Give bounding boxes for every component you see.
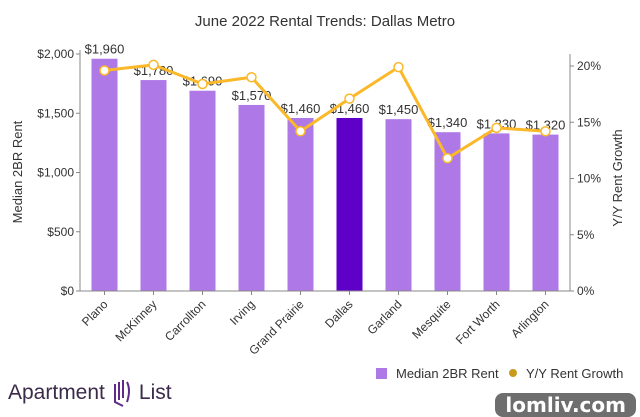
watermark: lomliv.com: [495, 393, 636, 417]
x-tick-label: Arlington: [508, 297, 551, 340]
growth-point-mckinney: [148, 59, 159, 71]
y-tick-label: $2,000: [37, 47, 74, 61]
x-tick-label: Dallas: [322, 297, 355, 330]
bar-plano: [91, 58, 118, 291]
y-tick-label: $500: [47, 225, 74, 239]
bar-data-label: $1,320: [526, 118, 566, 133]
y2-axis-label: Y/Y Rent Growth: [610, 129, 625, 226]
x-tick-label: Mesquite: [409, 297, 454, 342]
growth-point-irving: [246, 72, 257, 83]
legend: Median 2BR Rent Y/Y Rent Growth: [376, 366, 623, 381]
x-tick-label: Plano: [79, 297, 111, 329]
bar-data-label: $1,460: [281, 101, 321, 116]
chart-title: June 2022 Rental Trends: Dallas Metro: [195, 13, 455, 30]
bar-data-label: $1,960: [85, 42, 125, 57]
bar-dallas: [336, 117, 363, 292]
growth-point-carrollton: [197, 78, 208, 90]
growth-point-mesquite: [442, 153, 453, 164]
x-tick-label: Irving: [227, 297, 258, 328]
legend-label-growth: Y/Y Rent Growth: [526, 366, 623, 381]
bar-garland: [385, 119, 412, 291]
logo-text-left: Apartment: [8, 381, 105, 404]
y2-tick-label: 10%: [577, 172, 601, 186]
apartment-list-logo: Apartment List: [8, 378, 172, 408]
y-tick-label: $1,000: [37, 166, 74, 180]
bar-fort-worth: [483, 133, 510, 291]
growth-line: [104, 63, 546, 161]
logo-text-right: List: [138, 381, 172, 404]
growth-point-garland: [393, 61, 404, 73]
y2-tick-label: 5%: [577, 228, 595, 242]
y2-tick-label: 0%: [577, 284, 595, 298]
bar-arlington: [532, 134, 559, 291]
bar-data-label: $1,450: [379, 102, 419, 117]
y-axis-label: Median 2BR Rent: [10, 120, 25, 223]
legend-label-rent: Median 2BR Rent: [396, 366, 499, 381]
bar-irving: [238, 104, 265, 291]
bar-mckinney: [140, 80, 167, 291]
logo-mark-icon: [113, 380, 130, 407]
growth-point-grand-prairie: [295, 126, 306, 137]
y2-tick-label: 20%: [577, 59, 601, 73]
growth-point-fort-worth: [491, 122, 502, 134]
bar-data-label: $1,570: [232, 88, 272, 103]
x-tick-label: Carrollton: [162, 297, 209, 344]
y-tick-label: $0: [61, 284, 75, 298]
bar-grand-prairie: [287, 117, 314, 292]
growth-point-plano: [99, 65, 110, 76]
x-tick-label: Garland: [365, 297, 405, 337]
growth-point-arlington: [540, 126, 551, 137]
x-tick-label: McKinney: [112, 297, 159, 344]
bar-data-label: $1,340: [428, 115, 468, 130]
legend-swatch-growth: [509, 369, 517, 377]
bar-carrollton: [189, 90, 216, 291]
x-tick-label: Fort Worth: [453, 297, 503, 347]
y2-tick-label: 15%: [577, 115, 601, 129]
growth-point-dallas: [344, 93, 355, 104]
legend-swatch-rent: [376, 368, 387, 379]
y-tick-label: $1,500: [37, 106, 74, 120]
